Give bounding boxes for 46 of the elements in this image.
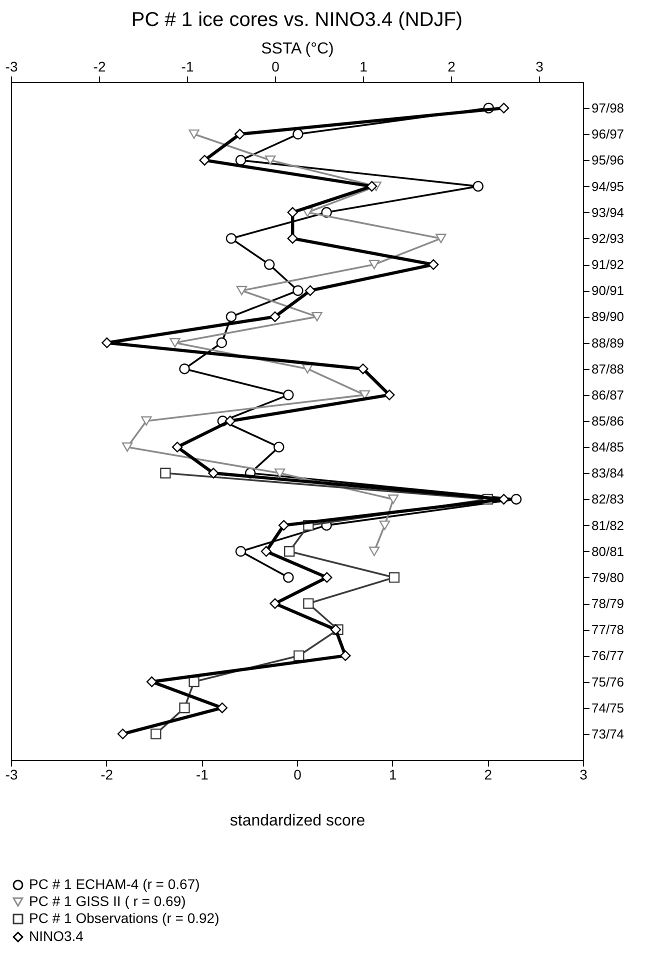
x2-tick-label: 1	[360, 58, 368, 74]
y-tick-label: 86/87	[592, 387, 624, 402]
y-tick-label: 84/85	[592, 440, 624, 455]
x2-tick-label: -2	[93, 58, 106, 74]
x2-tick-label: 3	[536, 58, 544, 74]
x-tick-label: 3	[580, 766, 588, 782]
x-tick-label: -3	[5, 766, 18, 782]
x-tick-label: 0	[294, 766, 302, 782]
y-tick-label: 90/91	[592, 283, 624, 298]
legend-label: PC # 1 GISS II ( r = 0.69)	[29, 893, 186, 909]
x-tick-label: -1	[196, 766, 209, 782]
y-tick-label: 87/88	[592, 361, 624, 376]
y-tick-label: 95/96	[592, 152, 624, 168]
y-tick-label: 80/81	[592, 544, 624, 559]
y-tick-label: 91/92	[592, 257, 624, 272]
y-tick-label: 96/97	[592, 126, 624, 142]
x-tick-label: 2	[484, 766, 492, 782]
y-tick-label: 97/98	[592, 100, 624, 116]
y-tick-label: 73/74	[592, 726, 624, 742]
y-tick-label: 77/78	[592, 622, 624, 638]
legend-label: NINO3.4	[29, 928, 84, 944]
y-tick-label: 76/77	[592, 648, 624, 664]
y-tick-label: 74/75	[592, 700, 624, 716]
chart-title: PC # 1 ice cores vs. NINO3.4 (NDJF)	[131, 9, 463, 31]
x2-tick-label: -1	[181, 58, 194, 74]
y-tick-label: 78/79	[592, 596, 624, 612]
y-tick-label: 88/89	[592, 335, 624, 350]
y-tick-label: 81/82	[592, 518, 624, 533]
y-tick-label: 85/86	[592, 414, 624, 428]
y-tick-label: 79/80	[592, 570, 624, 585]
x2-axis-title: SSTA (°C)	[261, 40, 334, 58]
y-tick-label: 82/83	[592, 492, 624, 507]
y-tick-label: 89/90	[592, 309, 624, 324]
legend-label: PC # 1 ECHAM-4 (r = 0.67)	[29, 876, 200, 892]
y-tick-label: 94/95	[592, 178, 624, 194]
x2-tick-label: -3	[5, 58, 18, 74]
x-tick-label: 1	[388, 766, 397, 782]
y-tick-label: 75/76	[592, 674, 624, 690]
y-tick-label: 83/84	[592, 466, 624, 481]
x2-tick-label: 0	[272, 58, 280, 74]
x-tick-label: -2	[100, 766, 114, 782]
legend-label: PC # 1 Observations (r = 0.92)	[29, 910, 220, 926]
y-tick-label: 93/94	[592, 204, 624, 220]
x2-tick-label: 2	[448, 58, 456, 74]
y-tick-label: 92/93	[592, 230, 624, 246]
x-axis-title: standardized score	[230, 812, 366, 830]
